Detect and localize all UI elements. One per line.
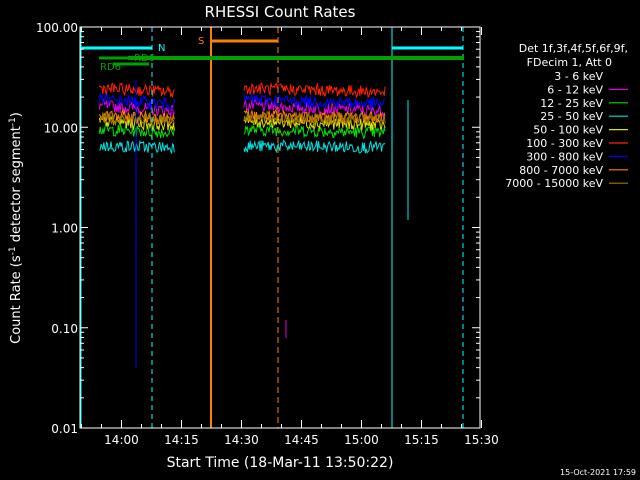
legend-label-5: 50 - 100 keV xyxy=(533,124,603,137)
x-tick-label-7: 15:30 xyxy=(464,433,499,447)
x-tick-label-5: 15:00 xyxy=(344,433,379,447)
legend: Det 1f,3f,4f,5f,6f,9f, FDecim 1, Att 0 3… xyxy=(505,42,628,190)
legend-header-line-2: FDecim 1, Att 0 xyxy=(527,56,612,69)
legend-label-3: 12 - 25 keV xyxy=(540,97,603,110)
x-tick-label-3: 14:30 xyxy=(224,433,259,447)
legend-label-7: 300 - 800 keV xyxy=(526,150,603,163)
series-line-6 xyxy=(98,82,386,99)
y-axis-title: Count Rate (s-1 detector segment-1) xyxy=(8,112,24,344)
y-tick-label-4: 10.00 xyxy=(44,121,78,135)
flag-label-4: RD6 xyxy=(100,62,121,73)
x-tick-label-2: 14:15 xyxy=(164,433,199,447)
series-line-9 xyxy=(98,110,386,126)
y-axis-title-part-1: Count Rate (s xyxy=(9,255,24,344)
y-axis-title-part-3: ) xyxy=(9,112,24,117)
data-layer xyxy=(98,79,409,368)
y-tick-label-3: 1.00 xyxy=(51,222,78,236)
series-line-4 xyxy=(99,139,386,154)
timestamp: 15-Oct-2021 17:59 xyxy=(560,468,636,477)
y-axis-title-exp-2: -1 xyxy=(8,117,18,126)
legend-label-9: 7000 - 15000 keV xyxy=(505,177,603,190)
legend-label-6: 100 - 300 keV xyxy=(526,137,603,150)
flag-label-2: S xyxy=(198,36,204,47)
flag-layer: N S RD6 RD6 xyxy=(80,27,464,428)
x-tick-label-6: 15:15 xyxy=(404,433,439,447)
legend-header-line-1: Det 1f,3f,4f,5f,6f,9f, xyxy=(519,42,628,55)
flag-label-1: N xyxy=(158,43,165,54)
x-tick-label-1: 14:00 xyxy=(104,433,139,447)
legend-label-8: 800 - 7000 keV xyxy=(519,164,603,177)
y-tick-label-1: 0.01 xyxy=(51,422,78,436)
x-tick-label-4: 14:45 xyxy=(284,433,319,447)
x-axis-title: Start Time (18-Mar-11 13:50:22) xyxy=(167,455,394,471)
chart-title: RHESSI Count Rates xyxy=(205,3,356,21)
series-line-7 xyxy=(98,93,386,111)
y-axis-title-exp-1: -1 xyxy=(8,246,18,255)
series-line-3 xyxy=(98,123,386,140)
y-axis-title-part-2: detector segment xyxy=(9,126,24,246)
legend-label-1: 3 - 6 keV xyxy=(554,70,603,83)
y-tick-label-5: 100.00 xyxy=(36,21,78,35)
tick-layer: 0.01 0.10 1.00 10.00 100.00 14:00 14:15 14:30 14… xyxy=(36,21,499,447)
legend-label-2: 6 - 12 keV xyxy=(547,83,603,96)
y-tick-label-2: 0.10 xyxy=(51,322,78,336)
flag-label-3: RD6 xyxy=(134,53,155,64)
legend-label-4: 25 - 50 keV xyxy=(540,110,603,123)
